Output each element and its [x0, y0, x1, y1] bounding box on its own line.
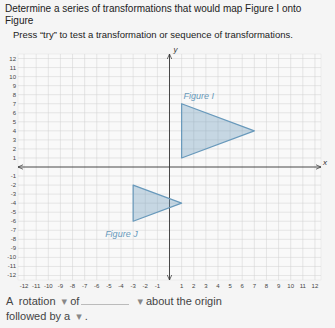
sentence-text: of	[70, 295, 79, 307]
blank-field[interactable]	[81, 295, 129, 305]
y-axis	[169, 54, 170, 280]
tick-label: 9	[13, 83, 17, 89]
axis-label: x	[322, 158, 328, 167]
tick-label: -7	[11, 227, 17, 233]
dropdown-chevron[interactable]: ▾	[76, 310, 82, 322]
tick-label: 5	[228, 283, 232, 289]
sentence-text: A rotation	[6, 295, 56, 307]
dropdown-chevron[interactable]: ▾	[62, 295, 68, 307]
tick-label: -5	[106, 283, 112, 289]
tick-label: 7	[13, 101, 17, 107]
tick-label: 5	[13, 119, 17, 125]
sentence-line: followed by a ▾.	[6, 309, 329, 324]
tick-label: 1	[180, 283, 184, 289]
tick-label: -4	[118, 283, 124, 289]
tick-label: -8	[11, 236, 17, 242]
subtitle: Press “try” to test a transformation or …	[13, 29, 330, 40]
tick-label: 6	[241, 283, 245, 289]
tick-label: 6	[13, 110, 17, 116]
tick-label: 4	[216, 283, 220, 289]
tick-label: -1	[11, 173, 17, 179]
tick-label: -8	[70, 283, 76, 289]
tick-label: -11	[8, 263, 17, 269]
plot-area	[18, 54, 321, 280]
tick-label: 12	[312, 283, 319, 289]
tick-label: -6	[94, 283, 100, 289]
tick-label: -9	[11, 245, 17, 251]
tick-label: -11	[32, 283, 41, 289]
tick-label: -12	[20, 283, 29, 289]
sentence-line: A rotation ▾of ▾about the origin	[6, 294, 329, 309]
tick-label: 9	[277, 283, 281, 289]
plot-svg: -12-11-10-9-8-7-6-5-4-3-2-11234567891011…	[0, 42, 335, 292]
sentence-text: .	[85, 310, 88, 322]
axis-label: y	[173, 45, 179, 54]
tick-label: 2	[192, 283, 196, 289]
tick-label: 1	[13, 155, 17, 161]
sentence-text: followed by a	[6, 310, 70, 322]
triangle	[133, 185, 181, 221]
tick-label: 12	[9, 56, 16, 62]
tick-label: -4	[11, 200, 17, 206]
tick-label: 8	[265, 283, 269, 289]
tick-label: -7	[82, 283, 88, 289]
tick-label: 3	[204, 283, 208, 289]
tick-label: -9	[58, 283, 64, 289]
tick-label: 10	[287, 283, 294, 289]
tick-label: -5	[11, 209, 17, 215]
header: Determine a series of transformations th…	[0, 0, 335, 42]
tick-label: 10	[9, 74, 16, 80]
sentence-text: about the origin	[146, 295, 222, 307]
tick-label: -6	[11, 218, 17, 224]
tick-label: -1	[155, 283, 161, 289]
tick-label: 3	[13, 137, 17, 143]
footer: A rotation ▾of ▾about the origin followe…	[0, 292, 335, 328]
tick-label: -2	[143, 283, 149, 289]
plot-marks	[133, 104, 254, 222]
tick-label: -3	[11, 191, 17, 197]
figure-label: Figure I	[184, 91, 215, 101]
tick-label: 8	[13, 92, 17, 98]
tick-label: 11	[300, 283, 307, 289]
chart: -12-11-10-9-8-7-6-5-4-3-2-11234567891011…	[0, 42, 335, 292]
tick-label: -2	[11, 182, 17, 188]
figure-labels: Figure I Figure J	[105, 91, 214, 240]
triangle	[182, 104, 255, 158]
tick-label: 11	[10, 65, 17, 71]
tick-label: 7	[253, 283, 257, 289]
tick-label: 4	[13, 128, 17, 134]
tick-label: 2	[13, 146, 17, 152]
figure-label: Figure J	[105, 229, 138, 239]
title: Determine a series of transformations th…	[5, 3, 330, 27]
tick-label: -12	[7, 272, 16, 278]
tick-label: -10	[7, 254, 16, 260]
tick-label: -3	[130, 283, 136, 289]
dropdown-chevron[interactable]: ▾	[137, 295, 143, 307]
tick-label: -10	[44, 283, 53, 289]
